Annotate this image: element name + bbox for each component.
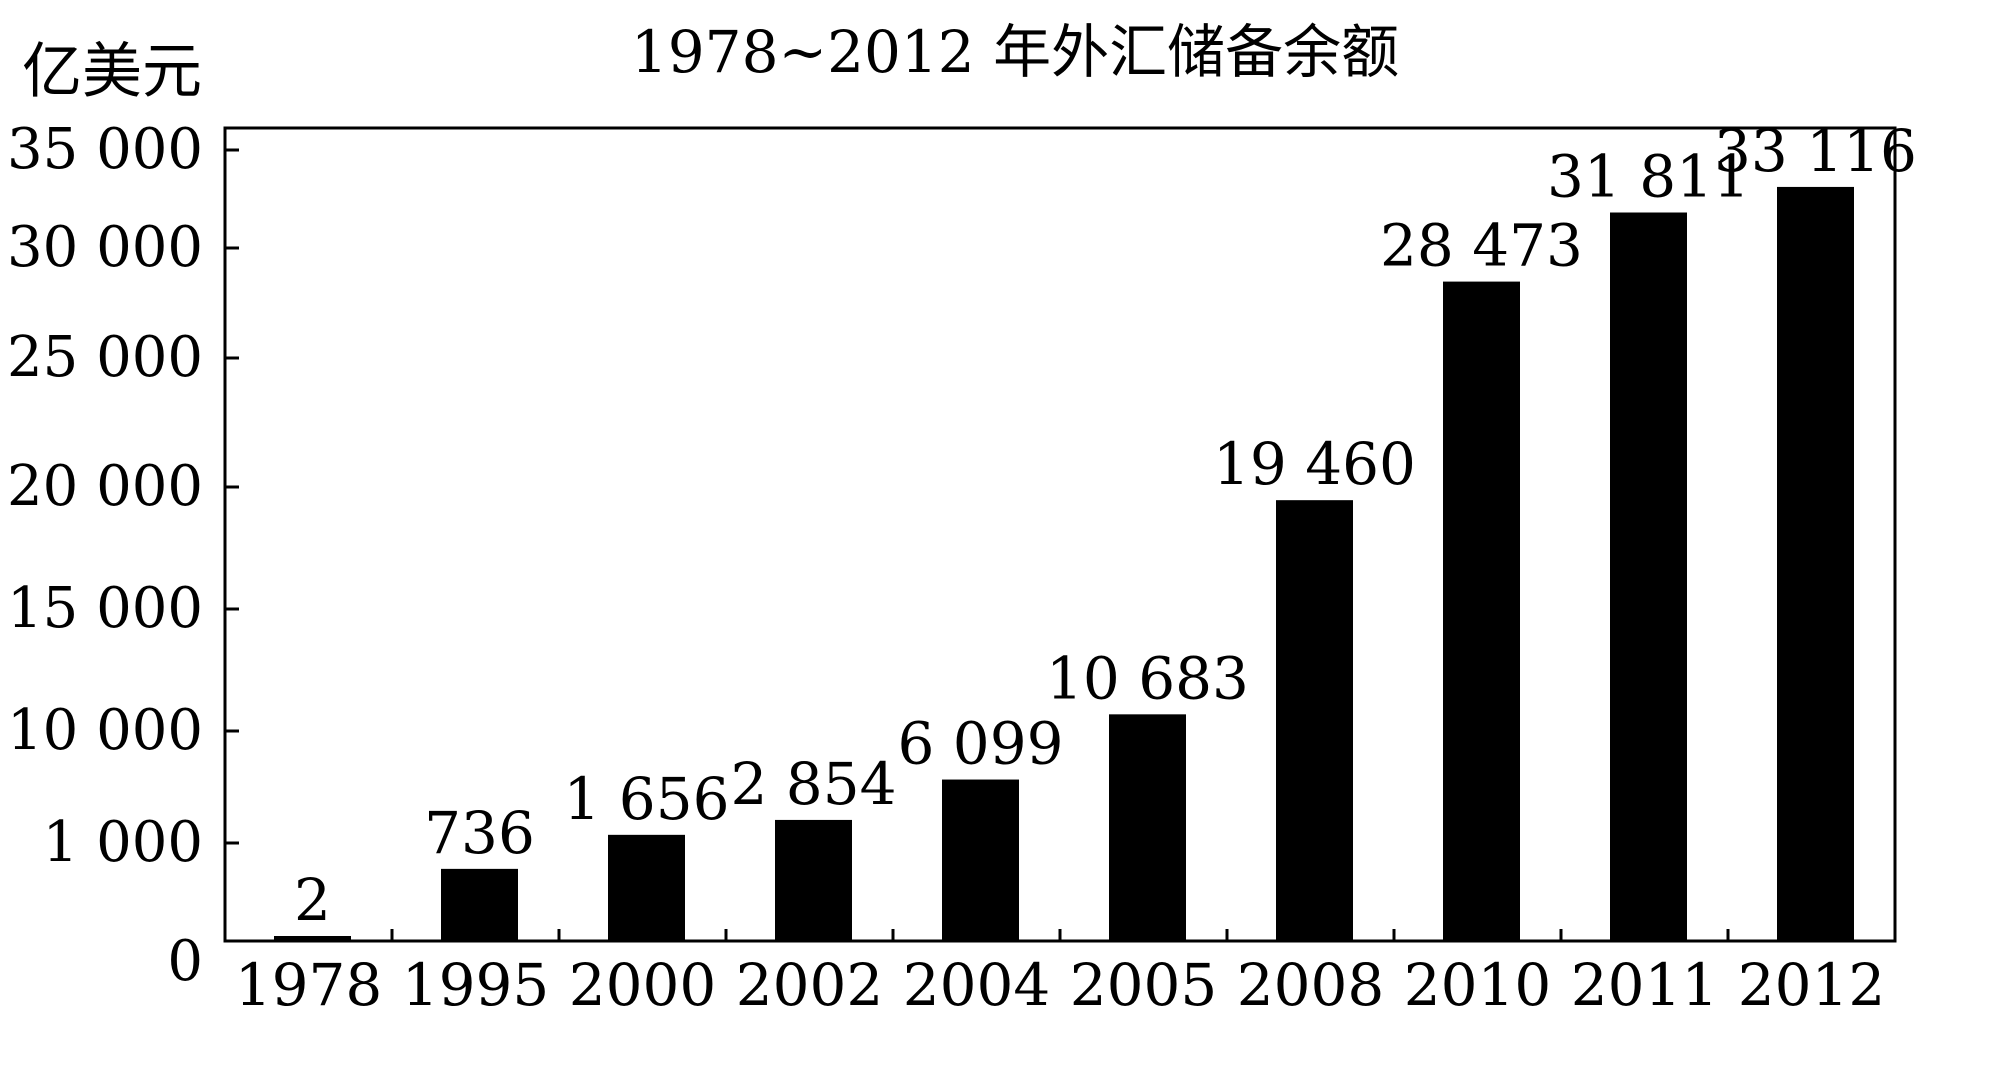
x-tick-label: 2010 [1404, 951, 1552, 1019]
x-tick-label: 1995 [402, 951, 550, 1019]
bar-series [274, 186, 1854, 942]
data-label: 1 656 [563, 765, 729, 833]
y-axis-unit: 亿美元 [22, 37, 202, 107]
x-axis: 1978 1995 2000 2002 2004 2005 2008 2010 2011 2012 [235, 929, 1886, 1019]
x-tick-label: 2011 [1571, 951, 1719, 1019]
bar [1443, 281, 1520, 941]
bar [1109, 714, 1186, 941]
y-tick-label: 15 000 [7, 576, 203, 641]
bar [1610, 212, 1687, 941]
y-tick-label: 10 000 [7, 698, 203, 763]
data-label: 19 460 [1213, 430, 1416, 498]
bar [274, 936, 351, 941]
data-label: 33 116 [1714, 117, 1917, 185]
y-tick-label: 35 000 [7, 117, 203, 182]
x-tick-label: 2002 [736, 951, 884, 1019]
data-label: 6 099 [897, 710, 1063, 778]
data-label: 2 [294, 866, 331, 934]
data-label: 31 811 [1547, 143, 1750, 211]
data-label: 2 854 [730, 750, 896, 818]
bar [775, 819, 852, 941]
x-tick-label: 2008 [1237, 951, 1385, 1019]
x-tick-label: 1978 [235, 951, 383, 1019]
bar [942, 779, 1019, 941]
y-tick-label: 0 [167, 929, 203, 994]
y-axis: 0 1 000 10 000 15 000 20 000 25 000 30 000 35 0… [7, 117, 239, 994]
bar [1777, 186, 1854, 942]
y-tick-label: 25 000 [7, 325, 203, 390]
chart-title: 1978~2012 年外汇储备余额 [631, 18, 1399, 86]
x-tick-label: 2005 [1070, 951, 1218, 1019]
bar [1276, 500, 1353, 941]
data-label: 28 473 [1380, 212, 1583, 280]
bar [441, 868, 518, 941]
y-tick-label: 20 000 [7, 454, 203, 519]
x-tick-label: 2012 [1738, 951, 1886, 1019]
x-tick-label: 2000 [569, 951, 717, 1019]
y-tick-label: 30 000 [7, 215, 203, 280]
x-tick-label: 2004 [903, 951, 1051, 1019]
data-label: 736 [424, 799, 535, 867]
data-label: 10 683 [1046, 644, 1249, 712]
y-tick-label: 1 000 [43, 810, 203, 875]
bar [608, 834, 685, 941]
